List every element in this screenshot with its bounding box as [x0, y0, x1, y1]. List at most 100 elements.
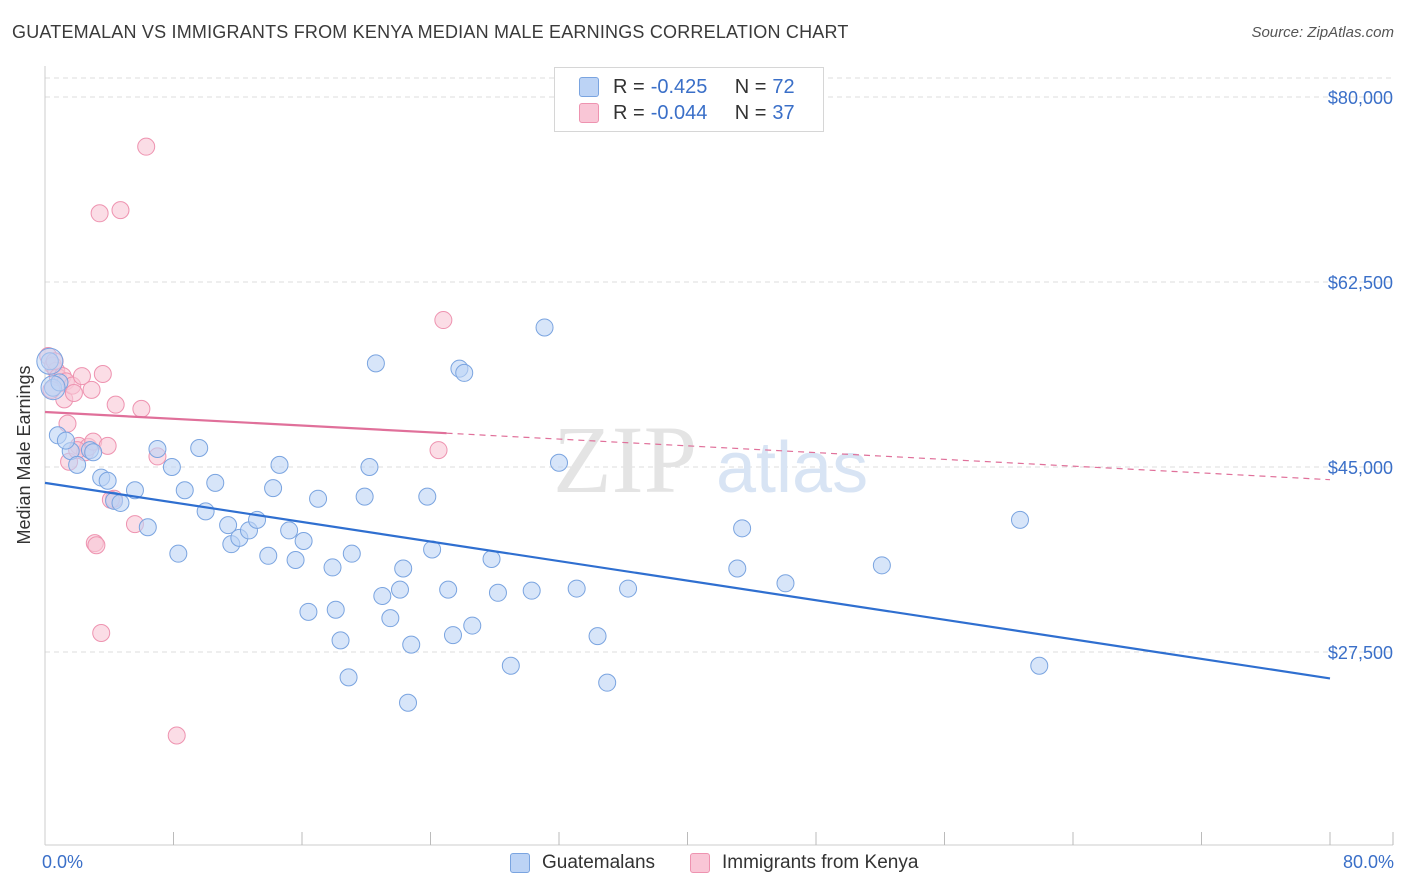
kenya-point [82, 380, 101, 399]
watermark: ZIP atlas [553, 406, 868, 513]
chart-title: GUATEMALAN VS IMMIGRANTS FROM KENYA MEDI… [12, 22, 849, 42]
guatemalan-point [84, 443, 103, 462]
guatemalan-point [162, 458, 181, 476]
source-label: Source: ZipAtlas.com [1251, 24, 1394, 41]
guatemalan-point [535, 318, 554, 337]
guatemalan-point [399, 693, 418, 712]
legend-label-kenya: Immigrants from Kenya [722, 852, 919, 873]
legend-swatch-blue [579, 77, 599, 97]
guatemalan-point [588, 627, 607, 646]
guatemalan-point [418, 487, 437, 506]
kenya-point [137, 137, 156, 156]
legend-r-label: R = [613, 101, 645, 124]
guatemalan-point [56, 431, 75, 450]
legend-n-value: 72 [772, 75, 795, 98]
kenya-points [39, 137, 453, 745]
guatemalan-point [138, 518, 157, 537]
guatemalan-point [36, 347, 64, 375]
grid-lines [45, 77, 1393, 653]
y-tick-labels: $27,500 $45,000 $62,500 $80,000 [1328, 88, 1393, 663]
watermark-atlas: atlas [716, 428, 868, 508]
axes [44, 66, 1394, 846]
guatemalan-point [169, 544, 188, 563]
guatemalan-point [381, 609, 400, 628]
legend-row-kenya: R = -0.044 N = 37 [579, 100, 795, 126]
guatemalan-point [373, 586, 392, 605]
legend-item-kenya: Immigrants from Kenya [690, 852, 918, 874]
kenya-point [87, 536, 106, 555]
kenya-point [429, 441, 448, 460]
guatemalan-point [439, 580, 458, 599]
guatemalan-point [443, 626, 462, 645]
guatemalan-point [550, 453, 568, 472]
y-axis-label: Median Male Earnings [14, 365, 34, 545]
kenya-point [92, 623, 111, 642]
guatemalan-point [323, 558, 342, 577]
kenya-point [434, 311, 453, 330]
y-tick-label: $27,500 [1328, 643, 1393, 663]
guatemalan-point [270, 455, 289, 474]
guatemalan-point [1030, 656, 1049, 675]
guatemalan-trend-line [44, 481, 1331, 680]
guatemalan-point [728, 559, 747, 578]
guatemalan-point [206, 473, 225, 492]
guatemalan-point [294, 532, 313, 550]
guatemalan-point [567, 579, 586, 598]
legend-r-value: -0.044 [650, 101, 708, 124]
guatemalan-point [125, 481, 144, 500]
guatemalan-point [264, 479, 283, 498]
guatemalan-point [522, 581, 541, 600]
guatemalan-point [286, 551, 305, 570]
trend-lines [44, 410, 1331, 680]
guatemalan-point [366, 354, 385, 373]
legend-n-label: N = [734, 75, 767, 98]
kenya-trend-line [44, 410, 447, 435]
guatemalan-point [190, 438, 209, 457]
legend-swatch-blue [510, 853, 530, 873]
legend-item-guatemalans: Guatemalans [510, 852, 655, 874]
legend-n-label: N = [734, 101, 767, 124]
legend-r-label: R = [613, 75, 645, 98]
guatemalan-point [455, 363, 474, 382]
kenya-point [64, 384, 83, 402]
legend-r-value: -0.425 [650, 75, 708, 98]
guatemalan-point [111, 493, 130, 512]
guatemalan-point [619, 579, 638, 598]
guatemalan-point [482, 549, 501, 568]
legend-swatch-pink [690, 853, 710, 873]
kenya-point [111, 201, 130, 220]
guatemalan-point [309, 489, 328, 508]
guatemalan-point [219, 516, 238, 535]
guatemalan-point [339, 668, 358, 687]
y-tick-label: $45,000 [1328, 458, 1393, 478]
guatemalan-point [68, 455, 87, 474]
guatemalan-point [463, 616, 482, 635]
guatemalan-point [390, 580, 409, 599]
legend-row-guatemalans: R = -0.425 N = 72 [579, 74, 795, 100]
y-tick-label: $80,000 [1328, 88, 1393, 108]
guatemalan-point [598, 673, 617, 692]
kenya-point [132, 399, 151, 418]
guatemalan-point [733, 519, 752, 538]
legend-label-guatemalans: Guatemalans [542, 852, 656, 873]
kenya-point [106, 395, 125, 414]
guatemalan-point [360, 458, 379, 476]
kenya-trend-line-dashed [446, 432, 1331, 481]
guatemalan-points [36, 318, 1049, 712]
kenya-point [90, 204, 109, 223]
kenya-point [167, 726, 186, 745]
legend-n-value: 37 [772, 101, 795, 124]
legend-swatch-pink [579, 103, 599, 123]
guatemalan-point [501, 656, 520, 675]
guatemalan-point [488, 583, 507, 602]
guatemalan-point [342, 544, 361, 563]
guatemalan-point [776, 574, 795, 593]
guatemalan-point [394, 559, 413, 578]
guatemalan-point [40, 375, 66, 401]
guatemalan-point [331, 631, 350, 650]
guatemalan-point [402, 635, 421, 654]
guatemalan-point [259, 546, 278, 565]
guatemalan-point [175, 481, 194, 500]
x-min-label: 0.0% [42, 852, 84, 872]
